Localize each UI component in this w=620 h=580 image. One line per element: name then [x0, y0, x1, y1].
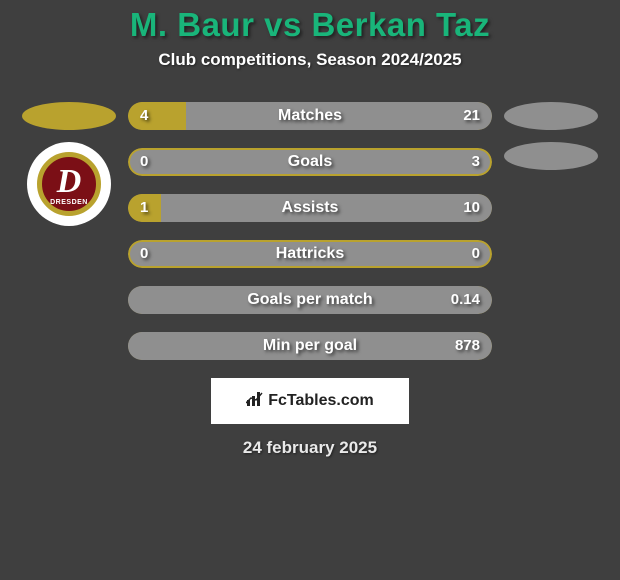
page-title: M. Baur vs Berkan Taz [0, 6, 620, 44]
chart-icon [246, 391, 264, 412]
left-team-oval [22, 102, 116, 130]
metric-bar: 421Matches [128, 102, 492, 130]
date-label: 24 february 2025 [0, 438, 620, 458]
infographic-root: M. Baur vs Berkan Taz Club competitions,… [0, 0, 620, 580]
metric-label: Matches [128, 102, 492, 130]
metric-bar: 878Min per goal [128, 332, 492, 360]
left-side: D DRESDEN [14, 102, 124, 360]
metric-bars: 421Matches 03Goals 110Assists 00Hattricks 0.… [124, 102, 496, 360]
metric-bar: 03Goals [128, 148, 492, 176]
crest-subtext: DRESDEN [50, 199, 88, 206]
metric-label: Hattricks [128, 240, 492, 268]
right-player-oval [504, 142, 598, 170]
metric-bar: 00Hattricks [128, 240, 492, 268]
attribution-text: FcTables.com [268, 392, 374, 410]
right-side [496, 102, 606, 360]
crest-letter: D [57, 163, 82, 201]
right-team-oval [504, 102, 598, 130]
attribution-badge: FcTables.com [211, 378, 409, 424]
metric-bar: 110Assists [128, 194, 492, 222]
left-team-crest: D DRESDEN [27, 142, 111, 226]
metric-label: Min per goal [128, 332, 492, 360]
subtitle: Club competitions, Season 2024/2025 [0, 50, 620, 70]
metric-bar: 0.14Goals per match [128, 286, 492, 314]
metric-label: Assists [128, 194, 492, 222]
metric-label: Goals per match [128, 286, 492, 314]
comparison-row: D DRESDEN 421Matches 03Goals 110Assists 00H… [0, 102, 620, 360]
metric-label: Goals [128, 148, 492, 176]
